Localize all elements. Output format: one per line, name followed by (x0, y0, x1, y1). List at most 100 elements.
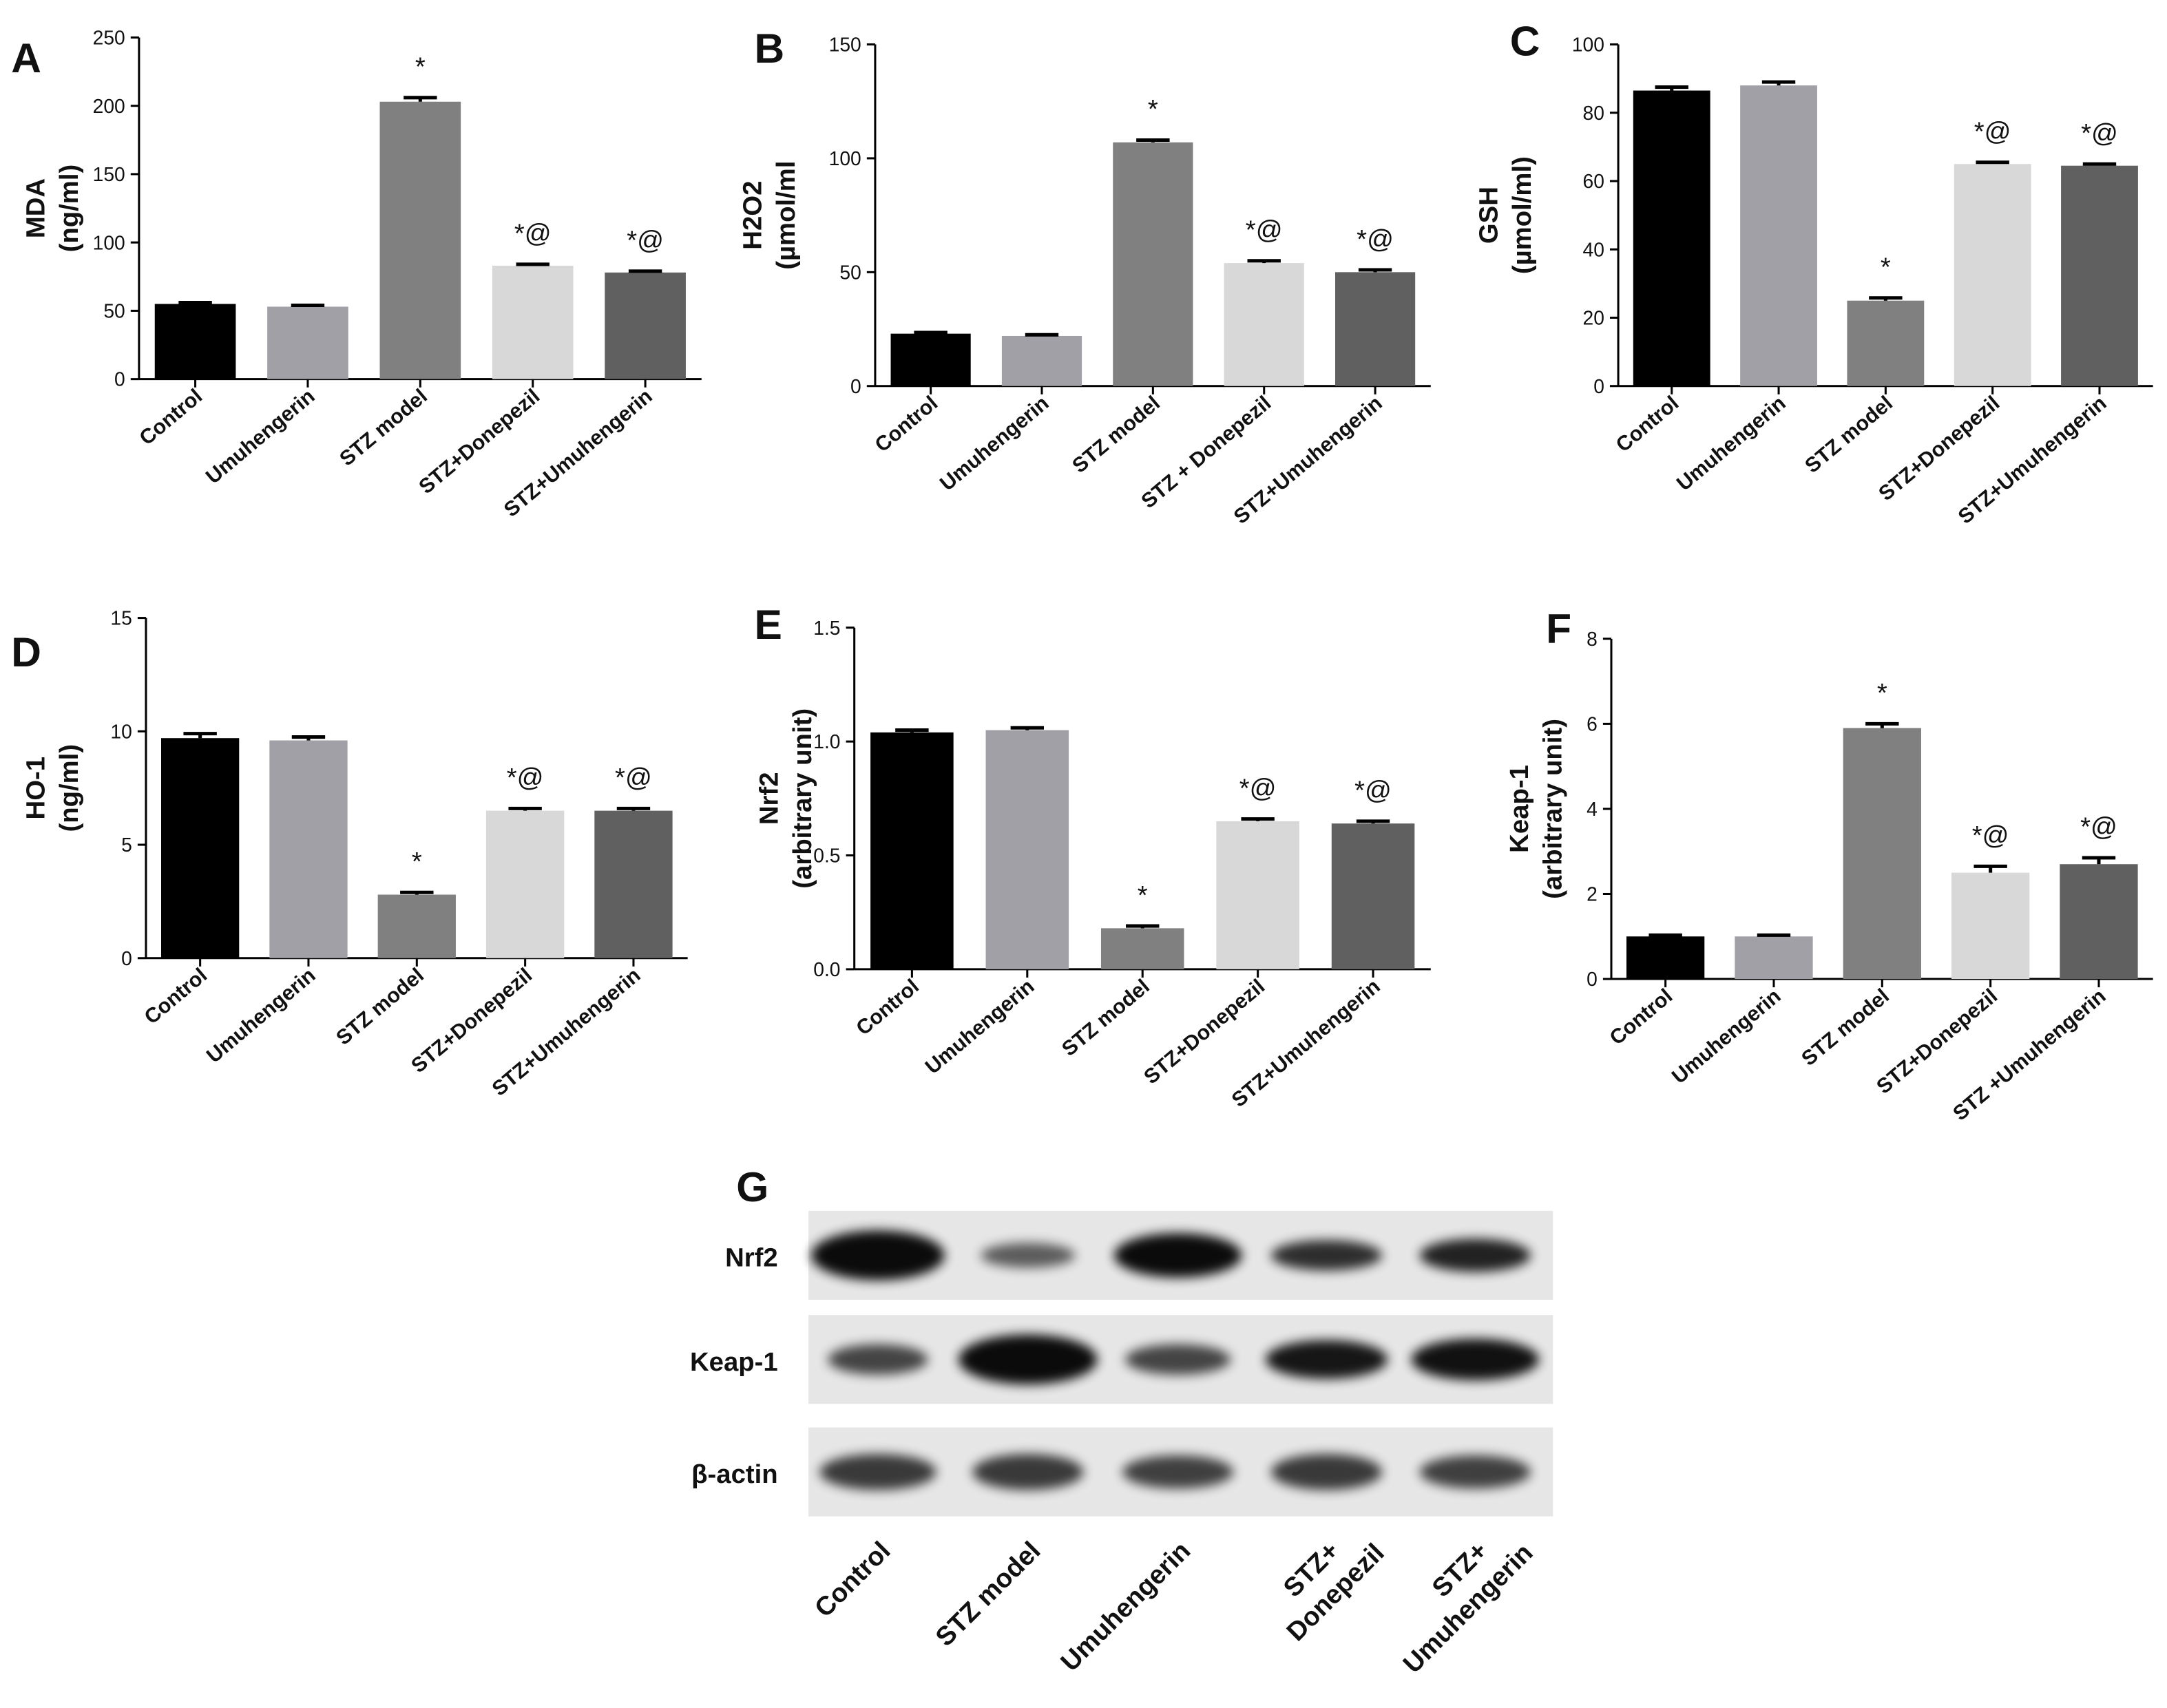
y-tick-label: 200 (93, 95, 125, 117)
annotation: *@ (2081, 118, 2118, 148)
blot-band (1265, 1340, 1388, 1379)
y-axis-label: H2O2 (µmol/ml (738, 160, 801, 269)
blot-column-label: Control (809, 1536, 897, 1623)
error-bar (1865, 721, 1899, 728)
bar (2060, 864, 2138, 980)
error-bar (1241, 817, 1275, 821)
y-tick-label: 80 (1583, 102, 1604, 124)
error-bar (1761, 80, 1796, 86)
blot-column-label: STZ+Umuhengerin (1374, 1515, 1538, 1679)
y-axis-label: Nrf2 (arbitrary unit) (755, 708, 817, 889)
error-bar (404, 96, 437, 102)
y-tick-label: 0.5 (813, 845, 840, 867)
y-tick-label: 0.0 (813, 958, 840, 980)
bar (1100, 928, 1184, 969)
x-tick-label: Umuhengerin (202, 385, 320, 489)
y-tick-label: 100 (1572, 34, 1604, 56)
x-tick-label: Umuhengerin (202, 964, 320, 1068)
y-tick-label: 4 (1587, 798, 1598, 820)
error-bar (914, 330, 948, 335)
y-axis-label-line: (µmol/ml (771, 160, 801, 269)
annotation: *@ (1239, 773, 1277, 803)
panel-letter: D (11, 629, 41, 675)
bar (870, 732, 954, 969)
error-bar (508, 806, 542, 811)
annotation: * (415, 52, 426, 82)
y-tick-label: 50 (839, 261, 861, 283)
y-tick-label: 1.5 (813, 617, 840, 639)
y-tick-label: 150 (93, 163, 125, 185)
y-tick-label: 5 (121, 834, 132, 856)
bar (605, 272, 686, 379)
y-axis-label-line: GSH (1474, 187, 1504, 244)
y-tick-label: 100 (829, 147, 861, 169)
blot-band (828, 1344, 928, 1375)
bar (2061, 165, 2138, 386)
y-tick-label: 1.0 (813, 730, 840, 752)
y-axis-label-line: (ng/ml) (54, 165, 84, 253)
y-tick-label: 10 (110, 720, 132, 742)
y-axis-label: Keap-1 (arbitrary unit) (1505, 719, 1567, 899)
y-tick-label: 0 (1587, 968, 1598, 990)
y-tick-label: 0 (850, 375, 861, 397)
bar (1001, 335, 1082, 386)
annotation: *@ (1354, 776, 1392, 805)
blot-column-label: STZ model (930, 1536, 1046, 1652)
error-bar (2082, 856, 2116, 865)
y-tick-label: 0 (114, 368, 125, 390)
blot-column-label-line: STZ model (930, 1536, 1046, 1652)
blot-column-label: Umuhengerin (1055, 1536, 1196, 1677)
annotation: *@ (1357, 224, 1394, 254)
y-tick-label: 40 (1583, 238, 1604, 260)
error-bar (516, 262, 549, 266)
blot-row-label: Keap-1 (690, 1347, 778, 1377)
error-bar (628, 269, 662, 273)
annotation: *@ (2080, 812, 2117, 842)
bar (1224, 263, 1304, 386)
error-bar (400, 890, 434, 895)
bar (1847, 300, 1925, 386)
blot-row-label: β-actin (691, 1459, 778, 1489)
y-tick-label: 250 (93, 27, 125, 49)
blot-band (1270, 1240, 1383, 1271)
x-tick-label: Umuhengerin (936, 392, 1054, 496)
error-bar (1757, 933, 1791, 937)
blot-column-label: STZ+Donepezil (1257, 1515, 1390, 1647)
bar (154, 304, 236, 379)
blot-column-label-line: Control (809, 1536, 897, 1623)
error-bar (1976, 160, 2009, 165)
error-bar (291, 303, 325, 308)
y-axis-label-line: Nrf2 (755, 772, 784, 825)
bar (1843, 728, 1921, 980)
error-bar (895, 728, 929, 732)
annotation: * (1148, 94, 1158, 124)
error-bar (1655, 85, 1688, 91)
error-bar (1648, 933, 1682, 937)
panel-letter: A (11, 34, 41, 81)
blot-band (811, 1230, 945, 1280)
annotation: *@ (1974, 116, 2011, 146)
y-tick-label: 15 (110, 607, 132, 629)
annotation: *@ (514, 219, 552, 249)
error-bar (1247, 259, 1281, 264)
y-tick-label: 0 (1593, 375, 1604, 397)
y-tick-label: 2 (1587, 883, 1598, 905)
y-axis-label-line: (arbitrary unit) (788, 708, 817, 889)
blot-band (1419, 1238, 1531, 1272)
blot-row-label: Nrf2 (725, 1243, 778, 1273)
x-tick-label: STZ+Donepezil (1140, 975, 1269, 1088)
x-tick-label: Control (1606, 984, 1677, 1049)
x-tick-label: STZ model (1801, 392, 1897, 478)
bar (1735, 936, 1813, 980)
bar (1954, 164, 2031, 386)
bar (161, 738, 240, 958)
blot-band (1122, 1455, 1234, 1489)
bar (1216, 821, 1299, 969)
bar (485, 810, 565, 958)
bar (492, 265, 574, 379)
bar (1951, 872, 2030, 980)
blot-band (819, 1453, 936, 1490)
x-tick-label: STZ+Donepezil (415, 385, 544, 498)
annotation: *@ (1972, 821, 2009, 850)
